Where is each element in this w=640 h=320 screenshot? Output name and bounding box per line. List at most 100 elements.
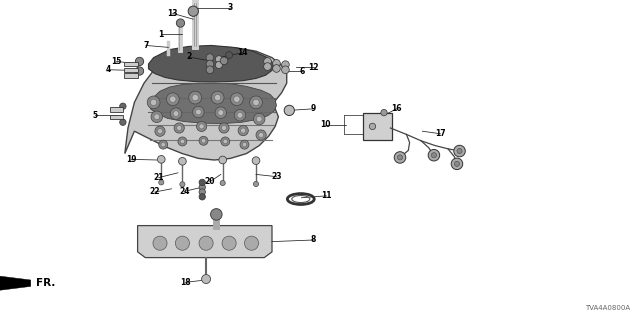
Ellipse shape [201, 139, 206, 143]
FancyBboxPatch shape [110, 115, 123, 119]
Ellipse shape [218, 110, 224, 116]
Ellipse shape [451, 158, 463, 170]
Ellipse shape [220, 180, 225, 186]
Text: 16: 16 [392, 104, 402, 113]
Ellipse shape [219, 123, 229, 133]
Ellipse shape [196, 121, 207, 132]
Ellipse shape [253, 113, 265, 125]
Text: FR.: FR. [36, 278, 55, 288]
Ellipse shape [226, 52, 233, 59]
Ellipse shape [250, 96, 262, 109]
Ellipse shape [206, 66, 214, 74]
Ellipse shape [219, 156, 227, 164]
Ellipse shape [244, 236, 259, 250]
Text: TVA4A0800A: TVA4A0800A [585, 305, 630, 311]
Ellipse shape [457, 148, 462, 154]
Text: 8: 8 [311, 236, 316, 244]
Ellipse shape [196, 109, 201, 115]
Text: 23: 23 [271, 172, 282, 181]
Ellipse shape [173, 111, 179, 116]
Ellipse shape [170, 96, 176, 102]
Ellipse shape [199, 124, 204, 129]
Ellipse shape [155, 126, 165, 136]
Ellipse shape [189, 91, 202, 104]
Text: 6: 6 [300, 67, 305, 76]
FancyBboxPatch shape [363, 113, 392, 140]
Ellipse shape [215, 56, 223, 63]
Ellipse shape [192, 94, 198, 101]
Ellipse shape [154, 114, 160, 120]
Text: 7: 7 [143, 41, 148, 50]
Ellipse shape [238, 125, 248, 136]
Ellipse shape [240, 140, 249, 149]
Text: 4: 4 [106, 65, 111, 74]
Ellipse shape [176, 19, 184, 27]
Ellipse shape [161, 142, 165, 147]
Ellipse shape [259, 132, 264, 138]
Text: 11: 11 [321, 191, 332, 200]
Ellipse shape [369, 123, 376, 130]
Ellipse shape [256, 130, 266, 140]
Ellipse shape [431, 153, 436, 158]
Ellipse shape [180, 182, 185, 187]
Polygon shape [138, 226, 272, 258]
Ellipse shape [150, 99, 157, 106]
Text: 13: 13 [168, 9, 178, 18]
Text: 14: 14 [237, 48, 247, 57]
Polygon shape [125, 46, 287, 160]
Ellipse shape [174, 123, 184, 133]
Text: 20: 20 [205, 177, 215, 186]
Polygon shape [148, 45, 274, 82]
Ellipse shape [199, 136, 208, 145]
Text: 17: 17 [435, 129, 445, 138]
Ellipse shape [220, 57, 228, 65]
Ellipse shape [257, 116, 262, 122]
Ellipse shape [153, 236, 167, 250]
FancyBboxPatch shape [124, 68, 138, 72]
Ellipse shape [120, 103, 126, 109]
Ellipse shape [157, 156, 165, 163]
Ellipse shape [282, 61, 289, 68]
Polygon shape [0, 276, 31, 290]
Ellipse shape [170, 108, 182, 119]
Ellipse shape [147, 96, 160, 109]
Ellipse shape [151, 111, 163, 123]
Ellipse shape [193, 106, 204, 118]
Ellipse shape [178, 137, 187, 146]
Ellipse shape [454, 145, 465, 157]
Ellipse shape [199, 184, 205, 190]
Ellipse shape [243, 142, 247, 147]
Ellipse shape [253, 181, 259, 187]
Ellipse shape [211, 91, 224, 104]
Ellipse shape [397, 155, 403, 160]
Ellipse shape [273, 60, 280, 67]
Ellipse shape [136, 57, 144, 66]
Ellipse shape [223, 139, 228, 144]
Polygon shape [150, 83, 276, 124]
Ellipse shape [206, 54, 214, 61]
Ellipse shape [177, 125, 182, 131]
Ellipse shape [381, 109, 387, 116]
Ellipse shape [264, 58, 271, 65]
Ellipse shape [454, 161, 460, 166]
Text: 15: 15 [111, 57, 122, 66]
Text: 5: 5 [92, 111, 97, 120]
Ellipse shape [199, 179, 205, 186]
Ellipse shape [282, 66, 289, 74]
Ellipse shape [221, 137, 230, 146]
Ellipse shape [252, 157, 260, 164]
Ellipse shape [175, 236, 189, 250]
Text: 22: 22 [150, 188, 160, 196]
Ellipse shape [166, 93, 179, 106]
Ellipse shape [284, 105, 294, 116]
Ellipse shape [136, 67, 144, 75]
Ellipse shape [273, 65, 280, 72]
Ellipse shape [206, 60, 214, 68]
Ellipse shape [394, 152, 406, 163]
Text: 24: 24 [179, 187, 189, 196]
FancyBboxPatch shape [124, 62, 138, 66]
FancyBboxPatch shape [124, 73, 138, 78]
Text: 10: 10 [320, 120, 330, 129]
Ellipse shape [234, 109, 246, 121]
Ellipse shape [211, 209, 222, 220]
